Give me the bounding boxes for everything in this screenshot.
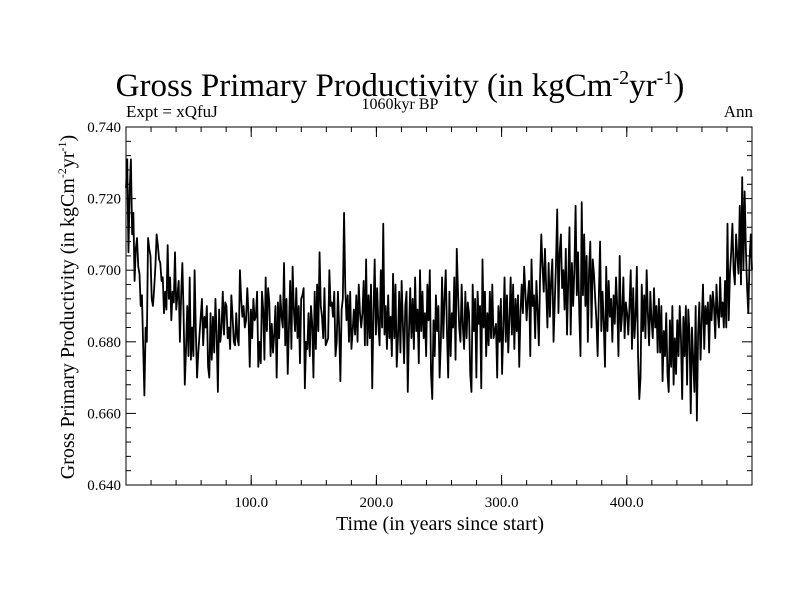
chart-title-mid: yr: [629, 68, 657, 104]
y-axis-label-text: Gross Primary Productivity (in kgCm: [57, 178, 79, 480]
plot-frame: [125, 126, 753, 486]
x-axis-label: Time (in years since start): [335, 513, 545, 535]
y-tick-label: 0.680: [87, 335, 121, 351]
y-axis-label-sup-2: -1: [55, 141, 69, 151]
chart-title-end: ): [673, 68, 685, 104]
series-line-gpp: [125, 158, 753, 422]
chart-title-sup-1: -2: [612, 67, 630, 89]
y-tick-label: 0.740: [87, 120, 121, 136]
y-axis-label-sup-1: -2: [55, 168, 69, 178]
x-tick-label: 300.0: [485, 495, 519, 511]
x-tick-label: 100.0: [234, 495, 268, 511]
svg-text:Gross Primary Productivity (in: Gross Primary Productivity (in kgCm-2yr-…: [55, 135, 79, 479]
tick-labels: 100.0 200.0 300.0 400.0 0.640 0.660 0.680 0.700…: [87, 120, 643, 511]
experiment-label: Expt = xQfuJ: [126, 102, 218, 121]
chart-title: Gross Primary Productivity (in kgCm-2yr-…: [0, 58, 800, 106]
season-label: Ann: [723, 102, 753, 121]
y-axis-label-end: ): [57, 135, 79, 142]
y-tick-label: 0.660: [87, 406, 121, 422]
x-tick-label: 200.0: [360, 495, 394, 511]
chart-title-sup-2: -1: [656, 67, 674, 89]
y-tick-label: 0.700: [87, 263, 121, 279]
y-axis-label-mid: yr: [57, 151, 79, 168]
chart-subtitle: 1060kyr BP: [361, 96, 439, 113]
chart-title-text: Gross Primary Productivity (in kgCm: [115, 68, 613, 104]
y-axis-label: Gross Primary Productivity (in kgCm-2yr-…: [55, 135, 79, 479]
y-tick-label: 0.640: [87, 478, 121, 494]
x-tick-label: 400.0: [610, 495, 644, 511]
y-tick-label: 0.720: [87, 192, 121, 208]
